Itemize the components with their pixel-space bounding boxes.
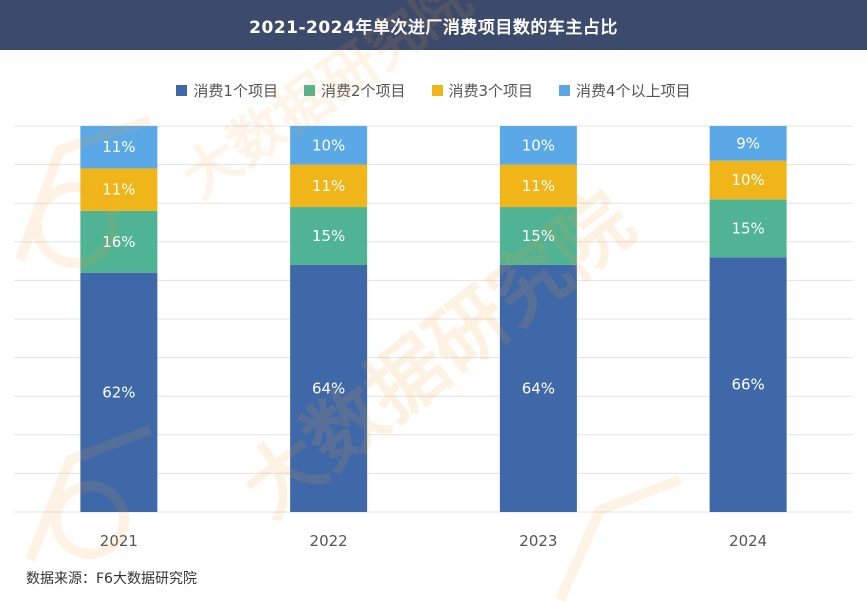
x-tick-label: 2024 bbox=[729, 532, 767, 550]
bar-segment-2022-s1 bbox=[290, 264, 368, 512]
legend-label: 消费4个以上项目 bbox=[576, 81, 691, 100]
data-label: 11% bbox=[312, 177, 345, 195]
bar-segment-2024-s4 bbox=[709, 126, 787, 161]
legend-item-2: 消费2个项目 bbox=[303, 80, 406, 101]
data-label: 9% bbox=[736, 134, 760, 152]
x-tick-label: 2022 bbox=[310, 532, 348, 550]
data-label: 10% bbox=[731, 171, 764, 189]
legend-swatch bbox=[176, 84, 188, 96]
bar-segment-2024-s3 bbox=[709, 160, 787, 200]
bar-segment-2022-s3 bbox=[290, 164, 368, 208]
data-label: 11% bbox=[522, 177, 555, 195]
bar-segment-2022-s4 bbox=[290, 126, 368, 165]
legend-item-4: 消费4个以上项目 bbox=[559, 80, 691, 101]
data-label: 15% bbox=[312, 227, 345, 245]
data-label: 11% bbox=[102, 138, 135, 156]
legend-item-1: 消费1个项目 bbox=[176, 80, 278, 101]
legend-item-3: 消费3个项目 bbox=[431, 80, 534, 101]
legend-swatch bbox=[431, 84, 443, 96]
chart-title: 2021-2024年单次进厂消费项目数的车主占比 bbox=[0, 0, 867, 50]
bar-segment-2023-s3 bbox=[499, 164, 577, 208]
data-label: 15% bbox=[522, 227, 555, 245]
data-label: 62% bbox=[102, 383, 135, 401]
data-label: 10% bbox=[312, 136, 345, 154]
legend-swatch bbox=[303, 84, 315, 96]
x-tick-label: 2023 bbox=[519, 532, 557, 550]
bar-segment-2023-s2 bbox=[499, 207, 577, 265]
bar-segment-2023-s4 bbox=[499, 126, 577, 165]
data-label: 64% bbox=[522, 379, 555, 397]
bar-segment-2022-s2 bbox=[290, 207, 368, 265]
x-axis: 2021 2022 2023 2024 bbox=[100, 532, 767, 550]
data-source: 数据来源：F6大数据研究院 bbox=[26, 571, 197, 587]
x-tick-label: 2021 bbox=[100, 532, 138, 550]
bar-segment-2023-s1 bbox=[499, 264, 577, 512]
chart-legend: 消费1个项目 消费2个项目 消费3个项目 消费4个以上项目 bbox=[0, 78, 867, 102]
data-label: 64% bbox=[312, 379, 345, 397]
data-labels: 62% 16% 11% 11% 64% 15% 11% 10% 64% 15% 11% 10% 66% 1… bbox=[102, 134, 765, 401]
bar-segment-2021-s2 bbox=[80, 210, 158, 273]
data-label: 16% bbox=[102, 233, 135, 251]
bar-segment-2024-s2 bbox=[709, 199, 787, 258]
bar-segment-2021-s4 bbox=[80, 126, 158, 169]
bar-segment-2021-s3 bbox=[80, 168, 158, 211]
legend-label: 消费2个项目 bbox=[320, 81, 406, 100]
legend-label: 消费3个项目 bbox=[448, 81, 534, 100]
data-label: 10% bbox=[522, 136, 555, 154]
bar-segment-2024-s1 bbox=[709, 257, 787, 512]
data-label: 11% bbox=[102, 181, 135, 199]
bars bbox=[80, 126, 787, 512]
data-label: 15% bbox=[731, 219, 764, 237]
bar-segment-2021-s1 bbox=[80, 272, 158, 512]
data-label: 66% bbox=[731, 376, 764, 394]
legend-swatch bbox=[559, 84, 571, 96]
legend-label: 消费1个项目 bbox=[193, 81, 278, 100]
